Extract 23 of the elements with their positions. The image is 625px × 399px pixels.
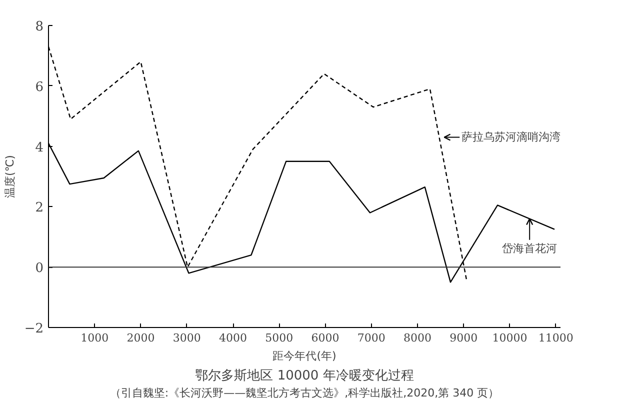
- y-axis-title: 温度(℃): [3, 155, 16, 198]
- x-tick-label: 9000: [450, 332, 478, 344]
- y-tick-label: 6: [35, 80, 44, 95]
- x-tick-label: 4000: [219, 332, 248, 344]
- y-tick-label: 8: [35, 20, 44, 34]
- y-tick-label: 0: [35, 261, 44, 276]
- x-tick-label: 2000: [126, 332, 155, 344]
- x-tick-label: 6000: [311, 332, 340, 344]
- annotation: 岱海首花河: [502, 242, 558, 255]
- y-tick-label: 2: [35, 200, 44, 216]
- text: 鄂尔多斯地区 10000 年冷暖变化过程: [195, 368, 414, 384]
- text: （引自魏坚:《长河沃野——魏坚北方考古文选》,科学出版社,2020,第 340 页）: [110, 386, 500, 399]
- x-tick-label: 11000: [538, 332, 574, 344]
- annotation: 萨拉乌苏河滴哨沟湾: [462, 130, 561, 144]
- x-axis-title: 距今年代(年): [272, 350, 336, 362]
- x-tick-label: 7000: [357, 332, 386, 344]
- x-tick-label: 5000: [265, 332, 294, 344]
- x-tick-label: 10000: [492, 332, 528, 344]
- x-tick-label: 3000: [172, 332, 201, 344]
- x-tick-label: 1000: [80, 332, 109, 344]
- y-tick-label: 4: [35, 140, 44, 156]
- y-tick-label: −2: [24, 322, 44, 336]
- x-tick-label: 8000: [404, 332, 432, 344]
